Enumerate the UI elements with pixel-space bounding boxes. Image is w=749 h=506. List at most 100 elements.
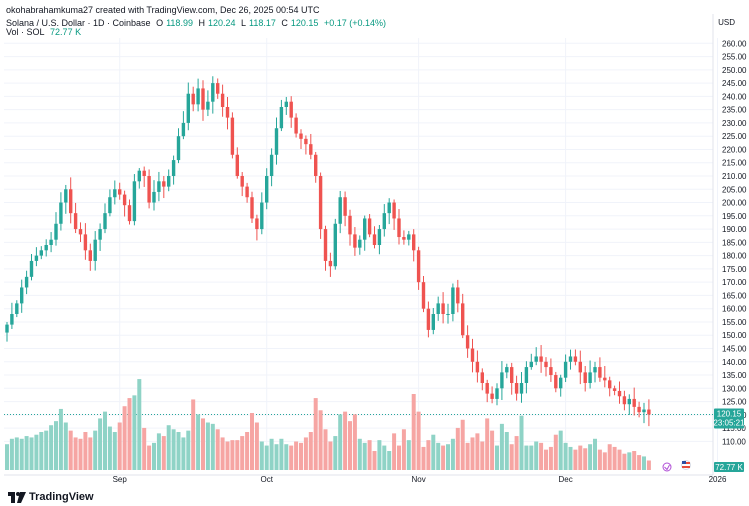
volume-bar — [107, 426, 112, 470]
volume-bar — [343, 411, 348, 470]
currency-label[interactable]: USD — [718, 18, 735, 27]
open-label: O — [156, 18, 164, 28]
volume-bar — [269, 438, 274, 470]
y-tick-label: 220.00 — [722, 145, 747, 154]
candle-body — [294, 117, 298, 134]
volume-bar — [161, 436, 166, 470]
candle-body — [426, 308, 431, 330]
volume-bar — [132, 395, 137, 470]
volume-bar — [210, 423, 215, 470]
candle-body — [416, 250, 421, 283]
candle-body — [583, 372, 587, 383]
volume-bar — [215, 429, 220, 470]
volume-bar — [156, 433, 161, 470]
volume-bar — [548, 446, 553, 470]
last-price-tag-bg — [714, 408, 744, 429]
candle-body — [529, 361, 533, 368]
candle-body — [299, 133, 303, 139]
volume-bar — [93, 430, 98, 470]
candle-body — [465, 335, 470, 349]
y-tick-label: 210.00 — [722, 172, 747, 181]
flag-stripe — [682, 466, 690, 468]
volume-bar — [240, 436, 245, 470]
candle-body — [554, 375, 558, 389]
volume-bar — [303, 437, 308, 470]
candle-body — [598, 367, 602, 378]
event-marker-icon[interactable] — [662, 462, 672, 472]
volume-bar — [401, 429, 406, 470]
candle-body — [461, 303, 465, 336]
volume-tag: 72.77 K — [714, 462, 744, 472]
candle-body — [608, 380, 612, 389]
candle-body — [49, 239, 53, 245]
candle-body — [642, 409, 646, 413]
candle-body — [132, 181, 137, 222]
candle-body — [201, 88, 205, 110]
volume-bar — [338, 414, 343, 470]
y-tick-label: 175.00 — [722, 265, 747, 274]
volume-bar — [152, 442, 156, 470]
candle-body — [495, 388, 499, 399]
volume-bar — [637, 455, 642, 470]
candle-body — [157, 181, 161, 192]
volume-bar — [436, 442, 441, 470]
volume-bar — [254, 422, 259, 470]
last-price-value: 120.15 — [717, 409, 742, 418]
candle-body — [647, 409, 651, 415]
volume-bar — [642, 456, 646, 470]
volume-legend: Vol · SOL 72.77 K — [6, 27, 84, 37]
volume-bar — [73, 437, 78, 470]
symbol-name[interactable]: Solana / U.S. Dollar · 1D · Coinbase — [6, 18, 151, 28]
candle-body — [98, 229, 102, 240]
candle-body — [617, 390, 622, 397]
us-flag-icon[interactable] — [681, 460, 691, 470]
candle-body — [500, 372, 504, 389]
candle-body — [176, 136, 181, 161]
candle-body — [343, 197, 347, 216]
y-tick-label: 240.00 — [722, 92, 747, 101]
candle-body — [142, 170, 146, 176]
candle-body — [436, 303, 440, 314]
volume-bar — [431, 434, 436, 470]
volume-bar — [524, 445, 529, 470]
volume-bar — [558, 430, 563, 470]
close-value: 120.15 — [290, 18, 319, 28]
volume-bar — [455, 427, 460, 470]
volume-bar — [627, 452, 632, 470]
volume-bar — [387, 451, 392, 470]
candle-body — [225, 107, 230, 118]
volume-bar — [446, 444, 450, 470]
candle-body — [637, 406, 641, 413]
candle-body — [612, 388, 617, 391]
volume-bar — [230, 440, 235, 470]
event-marker-check — [664, 464, 670, 471]
change-value: +0.17 (+0.14%) — [323, 18, 386, 28]
volume-bar — [352, 414, 357, 470]
candle-body — [152, 191, 156, 203]
candle-body — [402, 237, 406, 240]
volume-bar — [568, 446, 573, 470]
candle-body — [573, 356, 578, 362]
y-tick-label: 135.00 — [722, 371, 747, 380]
candle-body — [372, 234, 377, 245]
candle-body — [578, 361, 582, 373]
volume-label[interactable]: Vol · SOL — [6, 27, 45, 37]
open-value: 118.99 — [166, 18, 193, 28]
candle-body — [519, 383, 524, 394]
volume-bar — [597, 449, 602, 470]
volume-bar — [294, 441, 299, 470]
candle-body — [304, 138, 308, 145]
volume-bar — [196, 414, 201, 470]
y-tick-label: 155.00 — [722, 318, 747, 327]
volume-bar — [181, 437, 186, 470]
y-tick-label: 130.00 — [722, 384, 747, 393]
candle-body — [83, 234, 88, 251]
candle-body — [15, 303, 19, 314]
volume-bar — [499, 423, 504, 470]
volume-bar — [450, 438, 455, 470]
tradingview-logo[interactable]: TradingView — [8, 490, 94, 504]
y-tick-label: 190.00 — [722, 225, 747, 234]
candle-body — [377, 229, 382, 245]
candle-body — [456, 287, 460, 304]
